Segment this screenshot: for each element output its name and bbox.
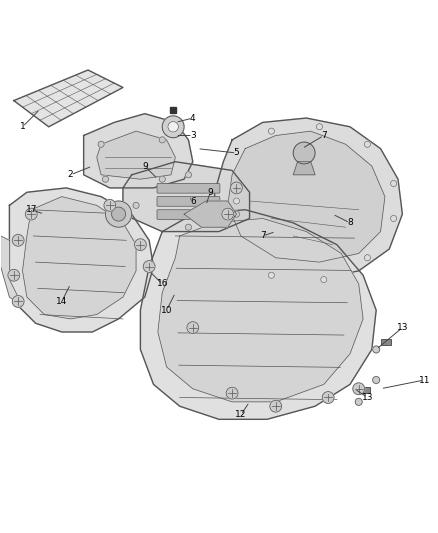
Circle shape bbox=[233, 185, 240, 191]
Text: 13: 13 bbox=[397, 323, 408, 332]
Circle shape bbox=[270, 400, 282, 412]
Text: 10: 10 bbox=[161, 305, 173, 314]
Text: 4: 4 bbox=[190, 114, 196, 123]
Circle shape bbox=[8, 269, 20, 281]
Text: 3: 3 bbox=[190, 131, 196, 140]
Circle shape bbox=[355, 398, 362, 405]
Polygon shape bbox=[215, 118, 403, 280]
Circle shape bbox=[353, 383, 364, 394]
Text: 1: 1 bbox=[20, 122, 25, 131]
FancyBboxPatch shape bbox=[157, 197, 220, 206]
Polygon shape bbox=[97, 131, 175, 179]
FancyBboxPatch shape bbox=[381, 339, 392, 345]
Polygon shape bbox=[84, 114, 193, 188]
Text: 14: 14 bbox=[56, 297, 67, 306]
Circle shape bbox=[162, 116, 184, 138]
Text: 9: 9 bbox=[207, 188, 213, 197]
Circle shape bbox=[187, 322, 199, 334]
Polygon shape bbox=[1, 236, 22, 306]
Polygon shape bbox=[293, 161, 315, 175]
Circle shape bbox=[12, 235, 24, 246]
Text: 17: 17 bbox=[25, 205, 37, 214]
Circle shape bbox=[134, 239, 146, 251]
Polygon shape bbox=[158, 219, 363, 402]
Polygon shape bbox=[10, 188, 153, 332]
Text: 8: 8 bbox=[347, 219, 353, 228]
Circle shape bbox=[233, 198, 240, 204]
Circle shape bbox=[143, 261, 155, 272]
Circle shape bbox=[316, 124, 322, 130]
Circle shape bbox=[159, 137, 165, 143]
Polygon shape bbox=[123, 161, 250, 231]
Text: 16: 16 bbox=[156, 279, 168, 288]
Polygon shape bbox=[228, 131, 385, 262]
Circle shape bbox=[102, 176, 109, 182]
Circle shape bbox=[373, 346, 380, 353]
Text: 13: 13 bbox=[362, 393, 373, 402]
Circle shape bbox=[222, 208, 233, 220]
Polygon shape bbox=[22, 197, 136, 319]
Circle shape bbox=[106, 201, 132, 227]
Text: 7: 7 bbox=[321, 131, 327, 140]
Circle shape bbox=[168, 122, 178, 132]
Circle shape bbox=[268, 128, 275, 134]
Circle shape bbox=[321, 277, 327, 282]
Text: 6: 6 bbox=[190, 197, 196, 206]
Circle shape bbox=[268, 272, 275, 278]
Text: 2: 2 bbox=[68, 171, 73, 179]
Circle shape bbox=[112, 207, 126, 221]
Circle shape bbox=[230, 182, 242, 194]
Text: 11: 11 bbox=[418, 376, 430, 384]
Circle shape bbox=[185, 224, 191, 230]
Circle shape bbox=[364, 141, 371, 147]
Circle shape bbox=[104, 199, 116, 211]
Circle shape bbox=[185, 172, 191, 178]
Circle shape bbox=[25, 208, 37, 220]
Circle shape bbox=[391, 215, 397, 222]
Circle shape bbox=[322, 392, 334, 403]
Text: 7: 7 bbox=[260, 231, 265, 240]
Text: 12: 12 bbox=[235, 410, 247, 419]
FancyBboxPatch shape bbox=[359, 387, 370, 393]
Circle shape bbox=[373, 376, 380, 384]
Text: 5: 5 bbox=[233, 149, 239, 157]
Circle shape bbox=[159, 176, 165, 182]
Circle shape bbox=[98, 141, 104, 147]
Polygon shape bbox=[141, 210, 376, 419]
Circle shape bbox=[226, 387, 238, 399]
Circle shape bbox=[293, 142, 315, 164]
Circle shape bbox=[364, 255, 371, 261]
Circle shape bbox=[133, 203, 139, 208]
Polygon shape bbox=[184, 201, 237, 227]
FancyBboxPatch shape bbox=[157, 210, 220, 220]
Circle shape bbox=[233, 211, 240, 217]
Polygon shape bbox=[14, 70, 123, 127]
Circle shape bbox=[391, 181, 397, 187]
Circle shape bbox=[12, 295, 24, 308]
Text: 9: 9 bbox=[142, 161, 148, 171]
FancyBboxPatch shape bbox=[157, 183, 220, 193]
